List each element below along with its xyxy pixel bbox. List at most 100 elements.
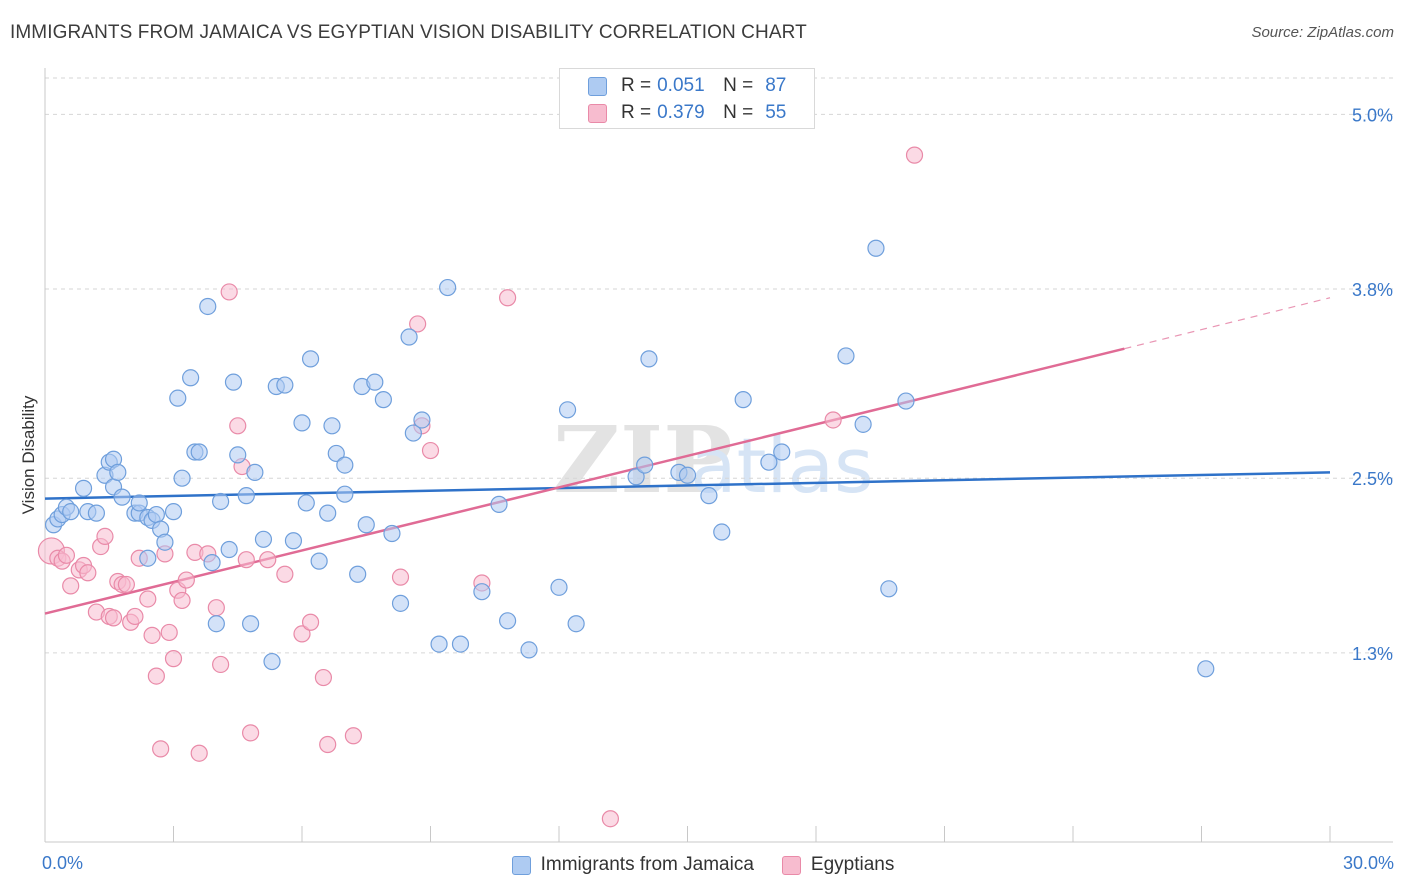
jamaica-point <box>880 580 898 598</box>
jamaica-point <box>567 615 585 633</box>
egyptians-point <box>207 599 225 617</box>
jamaica-point <box>237 487 255 505</box>
axes <box>44 68 1393 843</box>
jamaica-point <box>229 446 247 464</box>
jamaica-point <box>293 414 311 432</box>
egyptians-point <box>126 607 144 626</box>
jamaica-point <box>190 443 208 461</box>
jamaica-point <box>169 389 187 407</box>
egyptians-point <box>237 551 255 569</box>
jamaica-point <box>336 456 354 474</box>
legend-item-jamaica: Immigrants from Jamaica <box>511 854 754 876</box>
jamaica-point <box>640 350 658 368</box>
jamaica-point <box>430 635 448 653</box>
jamaica-point <box>499 612 517 630</box>
y-tick-label: 5.0% <box>1352 105 1393 125</box>
y-axis-label: Vision Disability <box>19 395 38 514</box>
jamaica-point <box>242 615 260 633</box>
jamaica-point <box>164 503 183 521</box>
egyptians-point <box>220 283 238 301</box>
egyptians-point <box>293 625 311 643</box>
egyptians-point <box>421 441 440 460</box>
watermark: ZIPatlas <box>553 406 874 514</box>
egyptians-point <box>314 668 333 687</box>
jamaica-point <box>558 401 577 419</box>
jamaica-point <box>473 583 491 601</box>
jamaica-point <box>366 373 384 391</box>
egyptians-point <box>319 735 337 754</box>
jamaica-point <box>413 411 431 429</box>
egyptians-point <box>499 289 517 307</box>
n-value: 55 <box>765 102 787 123</box>
jamaica-point <box>550 578 568 596</box>
jamaica-point <box>760 453 778 471</box>
watermark-atlas: atlas <box>690 421 874 510</box>
jamaica-point <box>276 376 294 394</box>
egyptians-point <box>824 411 842 429</box>
correlation-legend: R = 0.051 N = 87 R = 0.379 N = 55 <box>559 68 815 129</box>
jamaica-point <box>130 494 148 512</box>
jamaica-point <box>220 540 238 559</box>
jamaica-point <box>87 504 106 522</box>
egyptians-point <box>905 146 924 164</box>
y-axis-title: Vision Disability <box>19 395 38 514</box>
jamaica-point <box>212 492 230 511</box>
egyptians-point <box>259 551 277 569</box>
jamaica-point <box>357 516 375 534</box>
egyptians-trend-line <box>44 347 1125 615</box>
r-key: R = <box>621 75 652 96</box>
jamaica-point <box>404 424 422 442</box>
jamaica-point <box>310 552 328 570</box>
egyptians-point <box>242 724 260 742</box>
jamaica-point <box>173 469 191 487</box>
jamaica-point <box>374 391 392 409</box>
jamaica-point <box>319 504 337 522</box>
egyptians-point <box>409 315 427 333</box>
x-tick-label-min: 0.0% <box>42 853 84 873</box>
jamaica-point <box>490 495 508 513</box>
jamaica-point <box>897 392 915 410</box>
jamaica-point <box>336 485 354 503</box>
legend-row-jamaica: R = 0.051 N = 87 <box>588 73 786 99</box>
x-tick-label-max: 30.0% <box>1342 853 1394 873</box>
r-key: R = <box>621 102 652 123</box>
y-tick-labels: 1.3% 2.5% 3.8% 5.0% <box>1352 105 1393 663</box>
jamaica-point <box>451 635 470 653</box>
egyptians-point <box>391 568 410 586</box>
jamaica-point <box>391 594 410 612</box>
legend-label-jamaica: Immigrants from Jamaica <box>540 854 754 875</box>
jamaica-swatch <box>588 76 607 96</box>
jamaica-point <box>109 463 127 481</box>
n-key: N = <box>723 75 754 96</box>
jamaica-point <box>734 391 752 409</box>
series-legend: Immigrants from Jamaica Egyptians <box>0 852 1406 878</box>
egyptians-trend-extension <box>1124 297 1331 350</box>
egyptians-point <box>301 613 320 631</box>
jamaica-point <box>349 565 367 583</box>
egyptians-point <box>229 417 247 435</box>
egyptians-point <box>147 667 165 685</box>
egyptians-point <box>212 655 230 674</box>
jamaica-point <box>301 350 320 368</box>
jamaica-point <box>1197 660 1215 678</box>
egyptians-point <box>139 590 157 608</box>
jamaica-point <box>678 466 697 484</box>
jamaica-point <box>156 533 174 551</box>
egyptians-points <box>37 146 924 828</box>
jamaica-point <box>207 615 225 633</box>
jamaica-points <box>44 239 1215 678</box>
chart-title: IMMIGRANTS FROM JAMAICA VS EGYPTIAN VISI… <box>10 22 807 43</box>
jamaica-point <box>203 553 221 572</box>
egyptians-point <box>79 564 97 582</box>
egyptians-point <box>601 810 620 828</box>
egyptians-point <box>164 650 183 668</box>
egyptians-point <box>57 546 76 564</box>
legend-item-egyptians: Egyptians <box>781 854 894 876</box>
jamaica-point <box>113 488 131 506</box>
egyptians-point <box>160 623 178 642</box>
egyptians-point <box>190 744 208 762</box>
egyptians-point <box>96 527 114 546</box>
jamaica-point <box>854 415 872 433</box>
trend-lines <box>44 297 1331 615</box>
